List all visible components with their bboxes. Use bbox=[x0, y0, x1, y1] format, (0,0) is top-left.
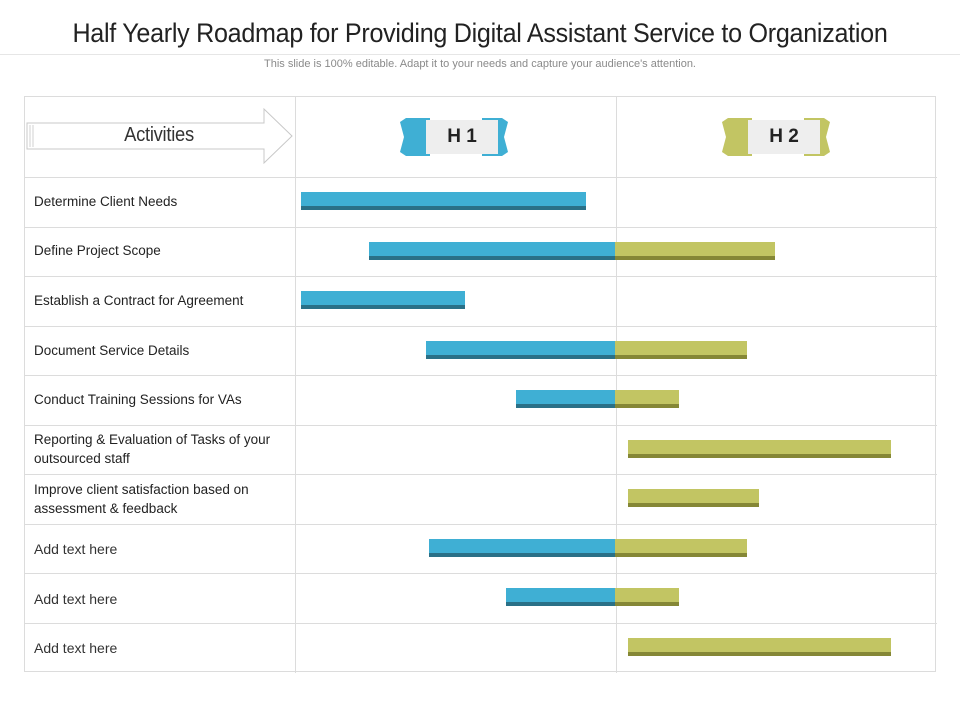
row-divider bbox=[25, 424, 937, 426]
row-divider bbox=[25, 474, 937, 475]
activity-label: Establish a Contract for Agreement bbox=[34, 293, 244, 308]
page-title: Half Yearly Roadmap for Providing Digita… bbox=[72, 18, 888, 48]
gantt-bar bbox=[627, 439, 892, 458]
gantt-bar-h2-segment bbox=[614, 588, 680, 606]
activity-label: Add text here bbox=[34, 640, 118, 656]
gantt-bar bbox=[426, 340, 747, 359]
gantt-bar bbox=[627, 637, 892, 656]
gantt-bar-h1-segment bbox=[301, 291, 465, 309]
activity-label: Determine Client Needs bbox=[34, 194, 178, 209]
gantt-bar-h2-segment bbox=[627, 439, 892, 458]
gantt-bar bbox=[627, 489, 760, 507]
row-divider bbox=[25, 523, 937, 525]
row-divider bbox=[25, 325, 937, 327]
h2-tag-icon bbox=[722, 118, 830, 156]
h1-header: H 1 bbox=[447, 126, 477, 147]
column-divider-h1-h2 bbox=[616, 97, 617, 673]
gantt-bar-h1-segment bbox=[301, 192, 587, 210]
activity-label: Conduct Training Sessions for VAs bbox=[34, 392, 242, 407]
row-divider bbox=[25, 276, 937, 277]
gantt-bar bbox=[429, 538, 747, 557]
row-divider bbox=[25, 177, 937, 178]
activity-label: Define Project Scope bbox=[34, 243, 161, 258]
activities-arrow-icon bbox=[26, 108, 293, 164]
row-divider bbox=[25, 226, 937, 228]
activity-label: Add text here bbox=[34, 591, 118, 607]
gantt-bar bbox=[368, 241, 776, 260]
activity-label: Document Service Details bbox=[34, 343, 190, 358]
activity-label: Improve client satisfaction based on ass… bbox=[34, 482, 249, 516]
activity-label: Reporting & Evaluation of Tasks of your … bbox=[34, 432, 271, 466]
gantt-bar bbox=[301, 192, 587, 210]
gantt-bar-h2-segment bbox=[627, 637, 892, 656]
activities-header: Activities bbox=[124, 124, 194, 146]
gantt-bar-h1-segment bbox=[429, 538, 615, 557]
gantt-bar-h1-segment bbox=[426, 340, 615, 359]
gantt-bar-h2-segment bbox=[614, 241, 776, 260]
page-subtitle: This slide is 100% editable. Adapt it to… bbox=[264, 58, 696, 70]
gantt-bar-h1-segment bbox=[506, 588, 615, 606]
row-divider bbox=[25, 375, 937, 376]
gantt-bar bbox=[506, 588, 680, 606]
gantt-bar-h2-segment bbox=[614, 340, 747, 359]
gantt-bar bbox=[301, 291, 465, 309]
h2-header: H 2 bbox=[769, 126, 799, 147]
roadmap-table bbox=[24, 96, 937, 673]
gantt-bar bbox=[515, 390, 680, 408]
gantt-bar-h2-segment bbox=[614, 390, 680, 408]
row-divider bbox=[25, 573, 937, 574]
title-divider bbox=[0, 54, 960, 55]
gantt-bar-h2-segment bbox=[627, 489, 760, 507]
gantt-bar-h1-segment bbox=[368, 241, 615, 260]
column-divider-activities bbox=[295, 97, 296, 673]
row-divider bbox=[25, 622, 937, 624]
gantt-bar-h2-segment bbox=[614, 538, 747, 557]
activity-label: Add text here bbox=[34, 541, 118, 557]
gantt-bar-h1-segment bbox=[515, 390, 615, 408]
h1-tag-icon bbox=[400, 118, 508, 156]
